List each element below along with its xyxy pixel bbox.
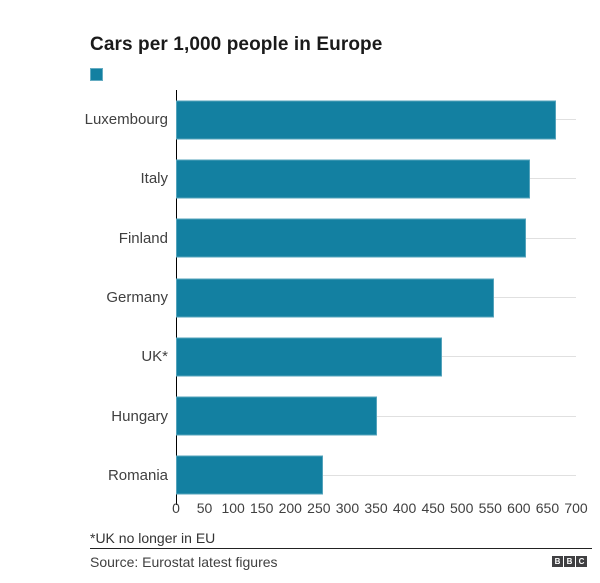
bbc-logo-letter: B bbox=[564, 556, 575, 567]
footnote: *UK no longer in EU bbox=[90, 530, 216, 546]
x-axis-ticks: 0 50 100 150 200 250 300 350 400 450 500 550 600 650 7… bbox=[172, 500, 588, 516]
x-tick-label: 0 bbox=[172, 500, 180, 516]
bar-track bbox=[176, 446, 576, 505]
x-tick-label: 500 bbox=[450, 500, 474, 516]
chart-row: Romania bbox=[0, 446, 576, 505]
footer-divider bbox=[90, 548, 592, 549]
chart-title: Cars per 1,000 people in Europe bbox=[90, 34, 383, 55]
bar-track bbox=[176, 327, 576, 386]
category-label-italy: Italy bbox=[140, 170, 168, 188]
category-label-hungary: Hungary bbox=[111, 407, 168, 425]
category-label-uk: UK* bbox=[141, 348, 168, 366]
x-tick-label: 350 bbox=[364, 500, 388, 516]
bar-track bbox=[176, 386, 576, 445]
bar-romania bbox=[176, 455, 323, 495]
x-tick-label: 100 bbox=[221, 500, 245, 516]
x-tick-label: 200 bbox=[278, 500, 302, 516]
chart-row: UK* bbox=[0, 327, 576, 386]
bbc-logo-letter: B bbox=[552, 556, 563, 567]
x-tick-label: 650 bbox=[535, 500, 560, 516]
bbc-logo-letter: C bbox=[576, 556, 587, 567]
x-tick-label: 50 bbox=[196, 500, 213, 516]
bar-luxembourg bbox=[176, 100, 556, 140]
bar-track bbox=[176, 149, 576, 208]
bar-track bbox=[176, 209, 576, 268]
bar-germany bbox=[176, 278, 494, 318]
chart-row: Hungary bbox=[0, 386, 576, 445]
x-tick-label: 450 bbox=[421, 500, 445, 516]
x-tick-label: 150 bbox=[250, 500, 274, 516]
category-label-germany: Germany bbox=[106, 289, 168, 307]
chart-row: Italy bbox=[0, 149, 576, 208]
source-text: Source: Eurostat latest figures bbox=[90, 554, 278, 570]
category-label-romania: Romania bbox=[107, 466, 168, 484]
bar-track bbox=[176, 90, 576, 149]
gridline bbox=[176, 474, 576, 476]
chart-row: Germany bbox=[0, 268, 576, 327]
category-label-luxembourg: Luxembourg bbox=[84, 111, 168, 129]
x-tick-label: 600 bbox=[507, 500, 531, 516]
x-tick-label: 250 bbox=[307, 500, 331, 516]
category-label-finland: Finland bbox=[118, 229, 168, 247]
x-tick-label: 400 bbox=[392, 500, 417, 516]
x-tick-label: 550 bbox=[478, 500, 502, 516]
plot-area: Luxembourg Italy Finland Germany UK* Hungary R… bbox=[0, 90, 600, 516]
chart-row: Finland bbox=[0, 209, 576, 268]
bar-uk bbox=[176, 337, 443, 377]
legend bbox=[90, 68, 103, 81]
x-tick-label: 700 bbox=[564, 500, 588, 516]
bar-rows: Luxembourg Italy Finland Germany UK* Hungary R… bbox=[0, 90, 576, 505]
bar-finland bbox=[176, 218, 526, 258]
bar-hungary bbox=[176, 396, 377, 436]
bar-track bbox=[176, 268, 576, 327]
legend-swatch bbox=[90, 68, 103, 81]
chart-row: Luxembourg bbox=[0, 90, 576, 149]
x-tick-label: 300 bbox=[335, 500, 360, 516]
bar-italy bbox=[176, 159, 531, 199]
